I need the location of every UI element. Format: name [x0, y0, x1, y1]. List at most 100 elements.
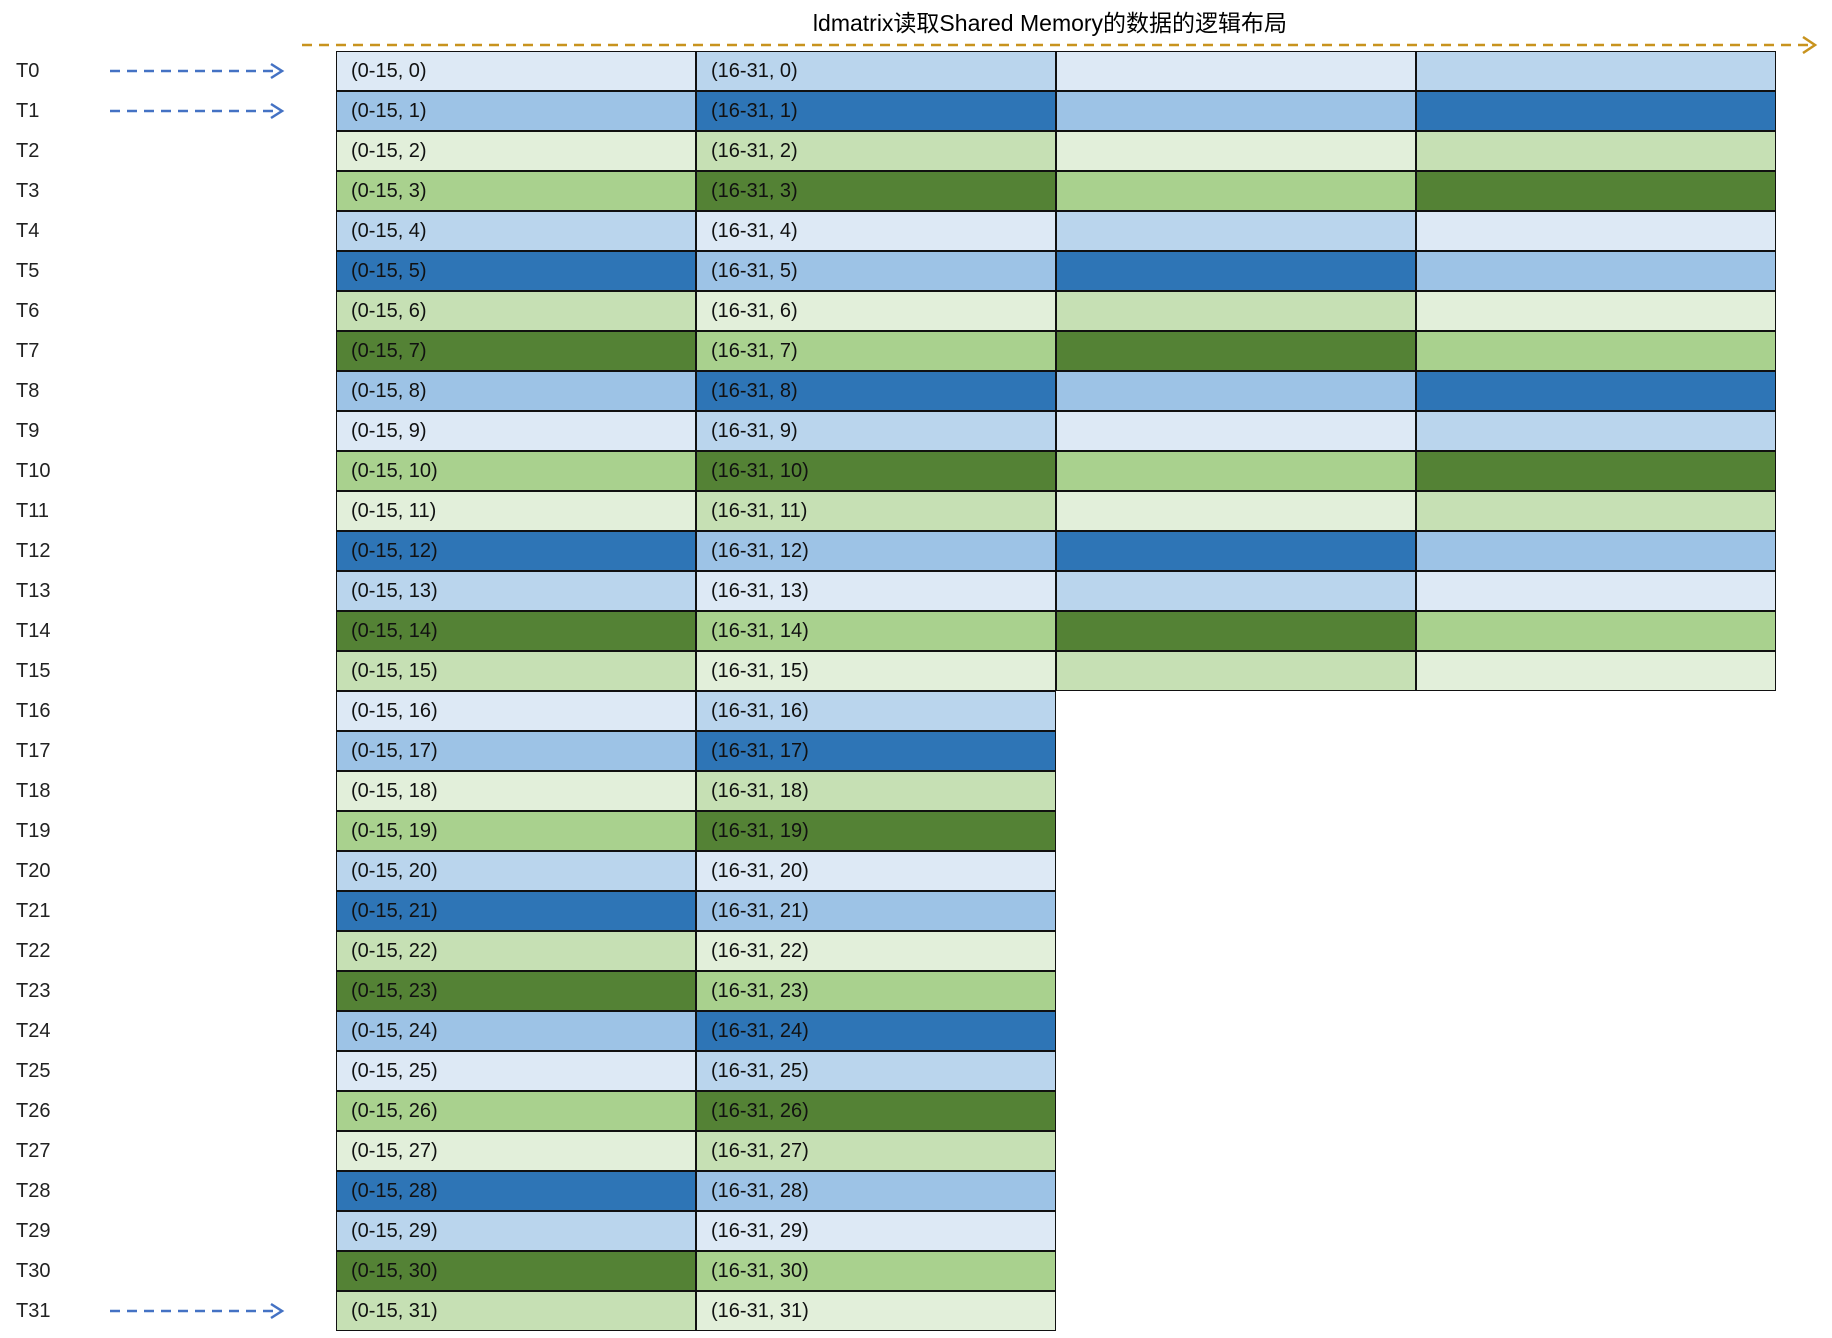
- thread-label: T2: [16, 140, 40, 162]
- grid-cell: [1056, 331, 1416, 371]
- thread-arrow-icon: [110, 102, 285, 120]
- thread-label: T18: [16, 780, 51, 802]
- grid-cell: [1056, 131, 1416, 171]
- grid-cell: (16-31, 22): [696, 931, 1056, 971]
- grid-cell: (16-31, 1): [696, 91, 1056, 131]
- grid-cell: [1416, 491, 1776, 531]
- thread-label: T21: [16, 900, 51, 922]
- grid-cell: (16-31, 25): [696, 1051, 1056, 1091]
- grid-cell: (16-31, 8): [696, 371, 1056, 411]
- grid-cell: [1416, 331, 1776, 371]
- thread-label: T24: [16, 1020, 51, 1042]
- grid-cell: (16-31, 19): [696, 811, 1056, 851]
- grid-cell: [1056, 91, 1416, 131]
- grid-cell: (16-31, 5): [696, 251, 1056, 291]
- grid-cell: (16-31, 20): [696, 851, 1056, 891]
- grid-cell: [1056, 171, 1416, 211]
- grid-cell: (16-31, 17): [696, 731, 1056, 771]
- grid-cell: (0-15, 6): [336, 291, 696, 331]
- grid-cell: (16-31, 15): [696, 651, 1056, 691]
- grid-cell: (0-15, 15): [336, 651, 696, 691]
- thread-label: T17: [16, 740, 51, 762]
- grid-cell: (0-15, 8): [336, 371, 696, 411]
- grid-cell: [1416, 571, 1776, 611]
- grid-cell: (16-31, 2): [696, 131, 1056, 171]
- grid-cell: [1416, 451, 1776, 491]
- grid-cell: (16-31, 4): [696, 211, 1056, 251]
- grid-cell: (0-15, 16): [336, 691, 696, 731]
- grid-cell: (0-15, 5): [336, 251, 696, 291]
- thread-label: T29: [16, 1220, 51, 1242]
- grid-cell: (0-15, 18): [336, 771, 696, 811]
- grid-cell: [1416, 131, 1776, 171]
- grid-cell: (16-31, 13): [696, 571, 1056, 611]
- grid-cell: (0-15, 21): [336, 891, 696, 931]
- grid-cell: (0-15, 4): [336, 211, 696, 251]
- diagram-title: ldmatrix读取Shared Memory的数据的逻辑布局: [812, 10, 1288, 36]
- grid-cell: (16-31, 0): [696, 51, 1056, 91]
- grid-cell: (16-31, 7): [696, 331, 1056, 371]
- grid-cell: [1056, 611, 1416, 651]
- grid-cell: (0-15, 11): [336, 491, 696, 531]
- grid-cell: (0-15, 0): [336, 51, 696, 91]
- thread-label: T0: [16, 60, 40, 82]
- grid-cell: (0-15, 24): [336, 1011, 696, 1051]
- grid-cell: (16-31, 14): [696, 611, 1056, 651]
- thread-arrow-icon: [110, 62, 285, 80]
- grid-cell: [1056, 531, 1416, 571]
- grid-cell: (0-15, 20): [336, 851, 696, 891]
- grid-cell: [1416, 51, 1776, 91]
- grid-cell: (16-31, 31): [696, 1291, 1056, 1331]
- grid-cell: (16-31, 11): [696, 491, 1056, 531]
- grid-cell: (0-15, 2): [336, 131, 696, 171]
- thread-label: T19: [16, 820, 51, 842]
- grid-cell: (16-31, 10): [696, 451, 1056, 491]
- thread-label: T23: [16, 980, 51, 1002]
- grid-cell: (0-15, 25): [336, 1051, 696, 1091]
- thread-label: T5: [16, 260, 40, 282]
- grid-cell: (16-31, 9): [696, 411, 1056, 451]
- grid-cell: (0-15, 14): [336, 611, 696, 651]
- thread-label: T15: [16, 660, 51, 682]
- grid-cell: [1416, 251, 1776, 291]
- grid-cell: (16-31, 3): [696, 171, 1056, 211]
- grid-cell: (0-15, 1): [336, 91, 696, 131]
- thread-label: T30: [16, 1260, 51, 1282]
- thread-label: T28: [16, 1180, 51, 1202]
- grid-cell: [1056, 251, 1416, 291]
- grid-cell: (16-31, 23): [696, 971, 1056, 1011]
- grid-cell: (16-31, 21): [696, 891, 1056, 931]
- grid-cell: (0-15, 27): [336, 1131, 696, 1171]
- thread-label: T16: [16, 700, 51, 722]
- thread-label: T14: [16, 620, 51, 642]
- grid-cell: (16-31, 24): [696, 1011, 1056, 1051]
- grid-cell: [1416, 651, 1776, 691]
- thread-label: T20: [16, 860, 51, 882]
- grid-cell: (0-15, 12): [336, 531, 696, 571]
- grid-cell: [1056, 411, 1416, 451]
- grid-cell: [1056, 211, 1416, 251]
- grid-cell: (16-31, 12): [696, 531, 1056, 571]
- grid-cell: [1416, 611, 1776, 651]
- grid-cell: (0-15, 9): [336, 411, 696, 451]
- thread-label: T1: [16, 100, 40, 122]
- grid-cell: (0-15, 7): [336, 331, 696, 371]
- grid-cell: (16-31, 28): [696, 1171, 1056, 1211]
- grid-cell: [1056, 491, 1416, 531]
- grid-cell: [1416, 371, 1776, 411]
- grid-cell: (0-15, 17): [336, 731, 696, 771]
- grid-cell: (0-15, 30): [336, 1251, 696, 1291]
- grid-cell: (0-15, 10): [336, 451, 696, 491]
- grid-cell: (0-15, 3): [336, 171, 696, 211]
- grid-cell: [1056, 291, 1416, 331]
- thread-arrow-icon: [110, 1302, 285, 1320]
- title-arrow: [302, 36, 1818, 54]
- thread-label: T13: [16, 580, 51, 602]
- thread-label: T7: [16, 340, 40, 362]
- grid-cell: (0-15, 19): [336, 811, 696, 851]
- thread-label: T22: [16, 940, 51, 962]
- grid-cell: (16-31, 30): [696, 1251, 1056, 1291]
- grid-cell: [1056, 371, 1416, 411]
- grid-cell: (0-15, 26): [336, 1091, 696, 1131]
- grid-cell: (0-15, 28): [336, 1171, 696, 1211]
